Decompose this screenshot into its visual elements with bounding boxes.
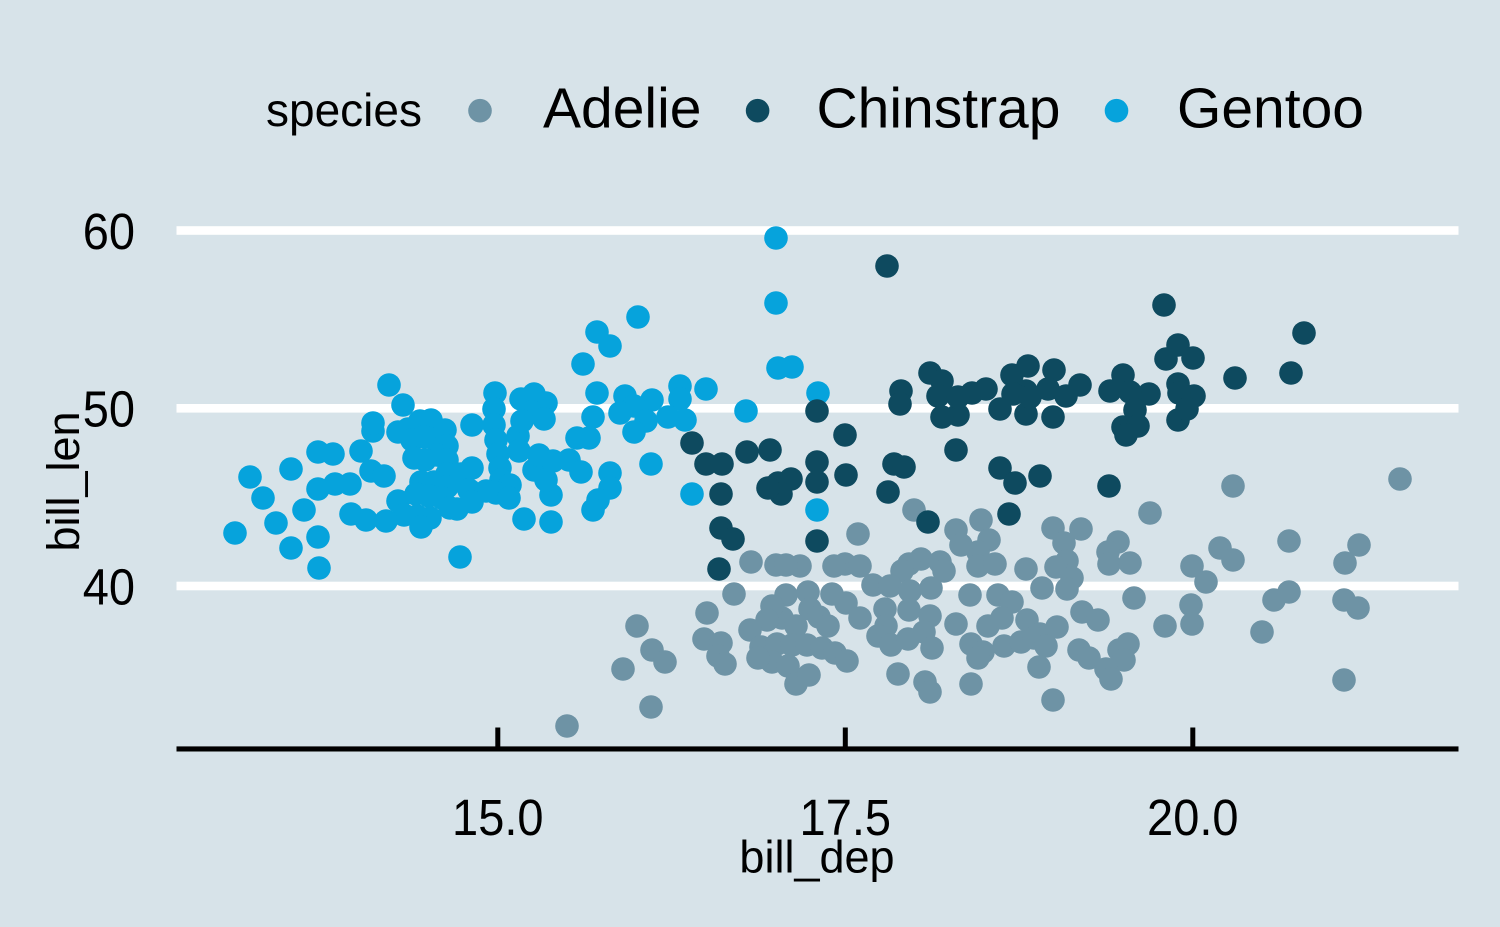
svg-text:bill_len: bill_len bbox=[38, 411, 89, 551]
svg-text:17.5: 17.5 bbox=[800, 789, 891, 846]
svg-text:Gentoo: Gentoo bbox=[1177, 77, 1364, 141]
svg-text:Adelie: Adelie bbox=[543, 77, 701, 141]
svg-text:species: species bbox=[266, 84, 422, 136]
svg-text:bill_dep: bill_dep bbox=[739, 832, 894, 883]
svg-text:15.0: 15.0 bbox=[452, 789, 543, 846]
svg-text:60: 60 bbox=[83, 203, 135, 260]
svg-text:40: 40 bbox=[83, 558, 135, 615]
svg-text:Chinstrap: Chinstrap bbox=[817, 77, 1061, 141]
svg-text:50: 50 bbox=[83, 381, 135, 438]
svg-text:20.0: 20.0 bbox=[1147, 789, 1238, 846]
